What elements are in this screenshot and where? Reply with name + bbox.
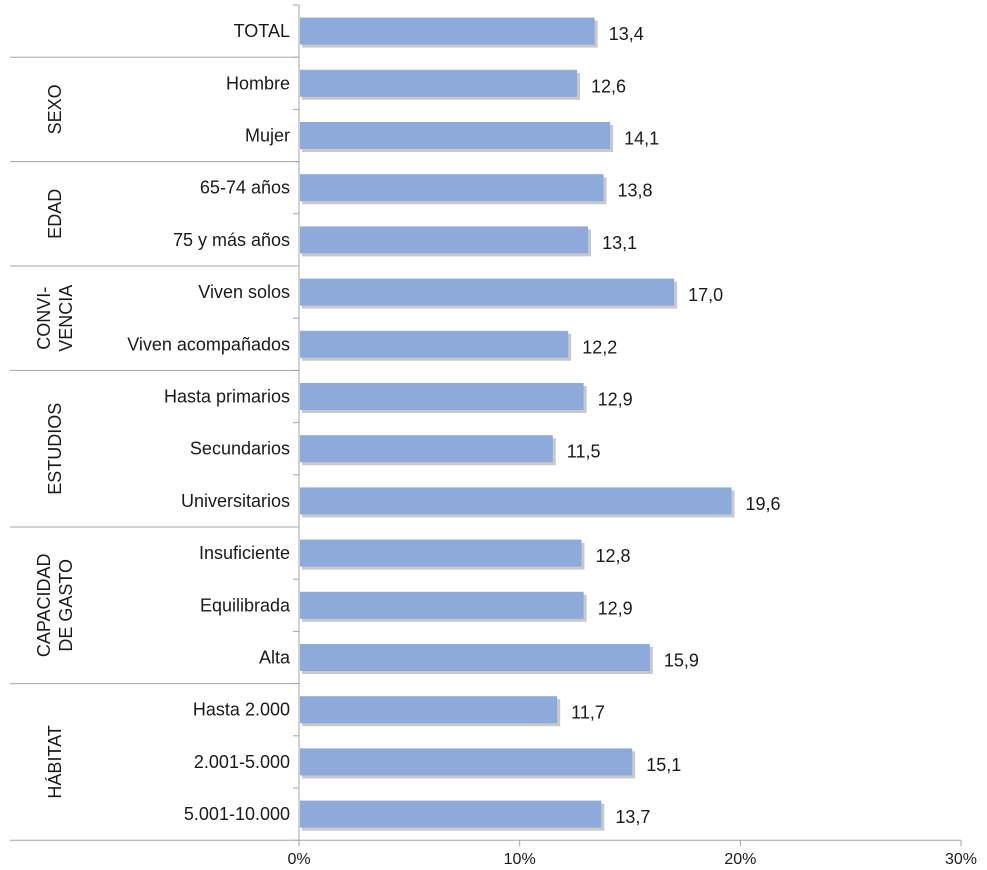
bar bbox=[300, 278, 675, 306]
bar bbox=[300, 122, 611, 149]
category-label: Mujer bbox=[245, 126, 290, 146]
value-label: 13,1 bbox=[602, 233, 637, 253]
category-label: 65-74 años bbox=[200, 178, 290, 198]
bar bbox=[300, 69, 578, 97]
value-label: 12,6 bbox=[591, 76, 626, 96]
bar bbox=[300, 591, 584, 619]
category-label: Equilibrada bbox=[200, 595, 291, 615]
bar bbox=[300, 383, 584, 410]
category-label: Insuficiente bbox=[199, 543, 290, 563]
x-tick-label: 0% bbox=[287, 851, 310, 868]
group-label: DE GASTO bbox=[56, 559, 76, 652]
value-label: 13,7 bbox=[615, 807, 650, 827]
category-label: Hombre bbox=[226, 73, 290, 93]
value-label: 11,7 bbox=[571, 703, 605, 723]
value-label: 15,9 bbox=[664, 651, 699, 671]
group-label: HÁBITAT bbox=[45, 725, 65, 798]
group-label: EDAD bbox=[45, 189, 65, 239]
category-label: 2.001-5.000 bbox=[194, 752, 290, 772]
value-label: 15,1 bbox=[646, 755, 681, 775]
group-label: SEXO bbox=[45, 84, 65, 134]
category-label: Universitarios bbox=[181, 491, 290, 511]
value-label: 11,5 bbox=[567, 442, 601, 462]
bar bbox=[300, 174, 604, 202]
x-tick-label: 10% bbox=[504, 851, 536, 868]
bar bbox=[300, 539, 582, 567]
bar bbox=[300, 226, 589, 254]
bar bbox=[300, 644, 650, 671]
category-label: Hasta 2.000 bbox=[193, 700, 290, 720]
x-tick-label: 20% bbox=[724, 851, 756, 868]
bar bbox=[300, 487, 732, 515]
bar bbox=[300, 748, 633, 776]
group-label: ESTUDIOS bbox=[45, 403, 65, 495]
bar bbox=[300, 17, 595, 45]
category-label: 75 y más años bbox=[173, 230, 290, 250]
category-label: Secundarios bbox=[190, 439, 290, 459]
bar bbox=[300, 435, 553, 463]
value-label: 14,1 bbox=[624, 129, 659, 149]
value-label: 13,4 bbox=[609, 24, 644, 44]
group-label: VENCIA bbox=[56, 285, 76, 352]
value-label: 17,0 bbox=[688, 285, 723, 305]
value-label: 19,6 bbox=[746, 494, 781, 514]
bar bbox=[300, 696, 558, 724]
category-label: Viven acompañados bbox=[127, 334, 290, 354]
category-label: Viven solos bbox=[198, 282, 290, 302]
category-label: TOTAL bbox=[234, 21, 290, 41]
value-label: 12,9 bbox=[598, 598, 633, 618]
value-label: 12,9 bbox=[598, 390, 633, 410]
bar bbox=[300, 330, 569, 358]
category-label: Hasta primarios bbox=[164, 387, 290, 407]
bar bbox=[300, 800, 602, 828]
value-label: 13,8 bbox=[618, 181, 653, 201]
category-label: Alta bbox=[259, 648, 291, 668]
group-label: CAPACIDAD bbox=[34, 553, 54, 657]
x-tick-label: 30% bbox=[945, 851, 977, 868]
group-label: CONVI- bbox=[34, 287, 54, 350]
value-label: 12,8 bbox=[595, 546, 630, 566]
value-label: 12,2 bbox=[582, 337, 617, 357]
category-label: 5.001-10.000 bbox=[184, 804, 290, 824]
